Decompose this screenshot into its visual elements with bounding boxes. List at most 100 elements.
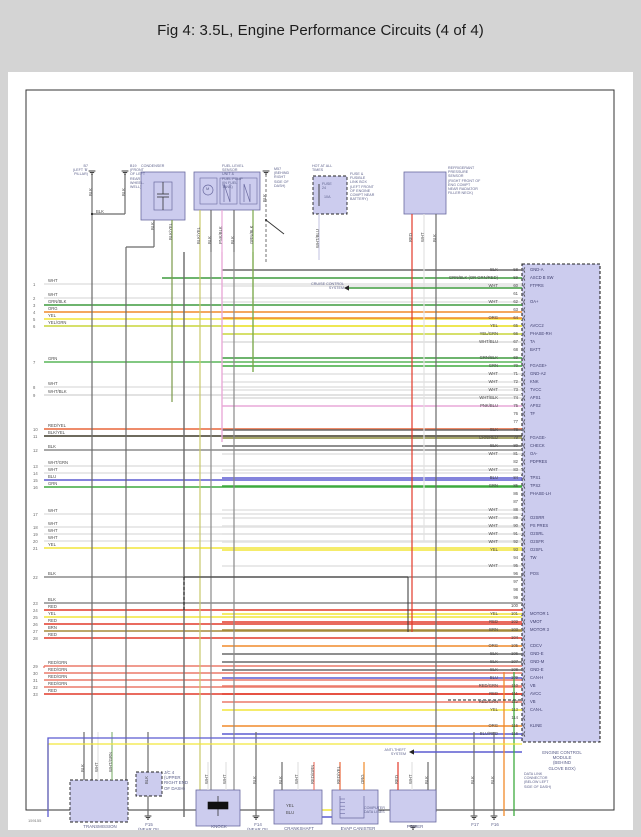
vwire-cond1: BLK <box>150 222 155 230</box>
ecm-pin-wire-75: PNK/BLU <box>480 403 498 409</box>
ecm-pin-name-86: PHASE-LH <box>530 491 551 497</box>
row-number-25: 25 <box>33 614 38 620</box>
row-number-28: 28 <box>33 635 38 641</box>
label-knock-sensor: KNOCK SENSOR (ON ENGINE BLOCK, BELOW INT… <box>210 824 229 830</box>
fuel-pump-cell <box>199 177 218 205</box>
ecm-pin-name-85: TPS2 <box>530 483 541 489</box>
vwire-fuel-1: BLK <box>207 236 212 244</box>
ecm-pin-wire-91: WHT <box>488 531 498 537</box>
page-title: Fig 4: 3.5L, Engine Performance Circuits… <box>157 22 484 39</box>
vwire-crank-2: RED/GRN <box>310 764 315 784</box>
ecm-pin-name-108: GND-E <box>530 667 544 673</box>
pin-tick <box>523 467 526 473</box>
vwire-fuel-2: PNK/BLK <box>218 226 223 244</box>
ecm-pin-name-68: BATT <box>530 347 541 353</box>
label-f17: F17 <box>471 822 479 827</box>
row-number-26: 26 <box>33 621 38 627</box>
row-number-31: 31 <box>33 677 38 683</box>
row-number-17: 17 <box>33 511 38 517</box>
pin-tick <box>523 379 526 385</box>
ecm-pin-wire-85: GRN <box>488 483 498 489</box>
pin-tick <box>523 563 526 569</box>
ecm-pin-name-93: O2SFL <box>530 547 544 553</box>
wire-color-label-11: BLK/YEL <box>48 429 65 435</box>
ecm-pin-wire-70: GRN <box>488 363 498 369</box>
wire-color-label-15: BLU <box>48 473 57 479</box>
ecm-pin-name-59: ASCD B SW <box>530 275 554 281</box>
ecm-pin-number-82: 82 <box>513 459 518 465</box>
pin-tick <box>523 403 526 409</box>
ecm-pin-name-96: POS <box>530 571 539 577</box>
row-number-16: 16 <box>33 484 38 490</box>
vwire-f14: BLK <box>252 776 257 784</box>
wire-color-label-14: WHT <box>48 466 58 472</box>
label-condenser: CONDENSER <box>141 164 165 168</box>
ecm-pin-name-102: VMOT <box>530 619 543 625</box>
ecm-pin-wire-80: BLK <box>490 443 498 449</box>
row-number-7: 7 <box>33 359 36 365</box>
ecm-pin-wire-103: BRN <box>489 627 498 633</box>
pin-tick <box>523 339 526 345</box>
ecm-pin-wire-111: RED <box>489 691 498 697</box>
pin-tick <box>523 619 526 625</box>
vwire-refrig-0: RED <box>408 233 413 242</box>
wire-color-label-29: RED/GRN <box>48 659 68 665</box>
label-wire-yel-data: YEL <box>286 803 294 808</box>
ecm-pin-name-106: GND-E <box>530 651 544 657</box>
ecm-pin-number-114: 114 <box>511 715 518 721</box>
ecm-pin-wire-74: WHT/BLK <box>479 395 498 401</box>
ecm-pin-name-90: PS PRES <box>530 523 549 529</box>
ecm-pin-number-90: 90 <box>513 523 518 529</box>
label-b19: B19 (FRONT OF LEFT REAR WHEEL- WELL) <box>130 164 146 190</box>
wiring-diagram: WHT 1 WHT 2 GRN/BLK 3 ORG 4 YEL 5 YEL/GRN 6 GRN 7 WHT 8… <box>8 72 633 830</box>
ecm-pin-number-74: 74 <box>513 395 518 401</box>
row-number-19: 19 <box>33 531 38 537</box>
row-number-9: 9 <box>33 392 36 398</box>
wire-color-label-26: RED <box>48 617 57 623</box>
ground-symbol <box>262 170 270 175</box>
ecm-pin-name-92: O2SFR <box>530 539 544 545</box>
wire-color-label-16: GRN <box>48 480 58 486</box>
ecm-pin-number-66: 66 <box>513 331 518 337</box>
row-number-32: 32 <box>33 684 38 690</box>
ecm-pin-number-71: 71 <box>513 371 518 377</box>
tcm-box <box>69 779 129 823</box>
pin-tick <box>523 603 526 609</box>
vwire-crank-1: WHT <box>294 774 299 784</box>
wire-color-label-28: RED <box>48 631 57 637</box>
ecm-pin-name-91: O2SRL <box>530 531 544 537</box>
ecm-pin-wire-83: WHT <box>488 467 498 473</box>
fuel-send-cell <box>219 177 238 205</box>
pin-tick <box>523 523 526 529</box>
ecm-pin-number-79: 79 <box>513 435 518 441</box>
ecm-pin-wire-64: ORG <box>488 315 498 321</box>
pin-tick <box>523 691 526 697</box>
row-number-29: 29 <box>33 663 38 669</box>
pin-tick <box>523 595 526 601</box>
ecm-pin-number-94: 94 <box>513 555 518 561</box>
fuel-send-cell2 <box>239 177 258 205</box>
vwire-cond2: BLK/YEL <box>168 223 173 240</box>
m57-switch <box>265 219 285 235</box>
ecm-pin-wire-71: WHT <box>488 371 498 377</box>
ecm-pin-wire-90: WHT <box>488 523 498 529</box>
label-wire-blu-data: BLU <box>286 810 295 815</box>
ecm-pin-name-101: MOTOR 1 <box>530 611 550 617</box>
ecm-pin-wire-116: BLU/RED <box>479 731 498 737</box>
ecm-pin-name-84: TPS1 <box>530 475 541 481</box>
pin-tick <box>523 515 526 521</box>
label-m57: M57 (BEHIND RIGHT SIDE OF DASH) <box>274 167 290 188</box>
pin-tick <box>523 667 526 673</box>
label-b7: B7 (LEFT 'B' PILLAR) <box>72 164 88 177</box>
vwire-knock-0: WHT <box>204 774 209 784</box>
ecm-connector-block <box>521 263 601 743</box>
ecm-pin-wire-84: BLU <box>489 475 498 481</box>
pin-tick <box>523 571 526 577</box>
label-f16: F16 <box>491 822 499 827</box>
ecm-pin-wire-62: WHT <box>488 299 498 305</box>
pin-tick <box>523 331 526 337</box>
wire-color-label-23: BLK <box>48 596 56 602</box>
ecm-pin-name-79: FGAGE- <box>530 435 547 441</box>
ecm-pin-name-58: GND-A <box>530 267 544 273</box>
ecm-pin-wire-69: GRN/BLK <box>479 355 498 361</box>
